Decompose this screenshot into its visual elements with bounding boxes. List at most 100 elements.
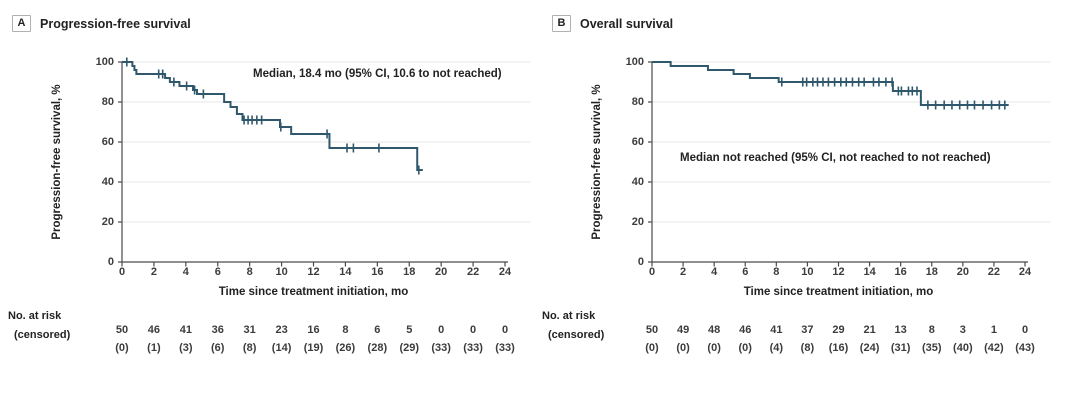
censored-count: (33) — [495, 342, 515, 354]
x-tick-label: 20 — [435, 266, 448, 278]
at-risk-count: 23 — [275, 324, 288, 336]
km-plot-a — [118, 57, 530, 267]
x-tick-label: 0 — [648, 266, 656, 278]
panel-overall-survival: B Overall survival Progression-free surv… — [540, 0, 1080, 400]
y-tick-label: 20 — [101, 215, 114, 228]
risk-table-label: No. at risk — [8, 310, 62, 322]
survival-curve — [652, 61, 1009, 106]
x-tick-label: 12 — [307, 266, 320, 278]
censored-count: (35) — [921, 342, 942, 354]
at-risk-count: 29 — [832, 324, 845, 336]
x-tick-label: 10 — [275, 266, 288, 278]
panel-a-title: Progression-free survival — [40, 16, 191, 31]
censored-table-label: (censored) — [14, 329, 71, 341]
at-risk-count: 37 — [801, 324, 814, 336]
at-risk-count: 8 — [928, 324, 935, 336]
y-tick-label: 0 — [107, 255, 114, 268]
x-tick-label: 14 — [863, 266, 876, 278]
at-risk-count: 13 — [894, 324, 907, 336]
at-risk-count: 8 — [342, 324, 349, 336]
x-tick-label: 22 — [466, 266, 480, 278]
censored-count: (3) — [179, 342, 193, 354]
x-tick-label: 8 — [773, 266, 780, 278]
axis-ticks — [648, 61, 1026, 267]
x-tick-label: 18 — [403, 266, 416, 278]
y-tick-label: 0 — [637, 255, 644, 268]
panel-b-header: B Overall survival — [552, 15, 673, 32]
x-tick-label: 22 — [987, 266, 1001, 278]
x-axis-title: Time since treatment initiation, mo — [743, 286, 934, 298]
y-tick-label: 60 — [631, 135, 644, 148]
censored-count: (28) — [367, 342, 388, 354]
at-risk-count: 50 — [115, 324, 129, 336]
axes — [121, 62, 508, 263]
y-tick-label: 80 — [101, 95, 114, 108]
axis-ticks — [118, 61, 506, 267]
x-tick-label: 24 — [1018, 266, 1032, 278]
y-tick-label: 80 — [631, 95, 644, 108]
at-risk-count: 0 — [470, 324, 477, 336]
y-axis-title: Progression-free survival, % — [591, 84, 603, 240]
km-plot-b — [648, 61, 1050, 267]
at-risk-count: 46 — [147, 324, 161, 336]
at-risk-count: 0 — [1021, 324, 1029, 336]
y-tick-label: 40 — [631, 175, 644, 188]
censored-count: (16) — [828, 342, 849, 354]
at-risk-count: 16 — [307, 324, 320, 336]
censor-ticks — [780, 77, 1006, 110]
at-risk-count: 6 — [374, 324, 381, 336]
x-tick-label: 2 — [150, 266, 157, 278]
censored-count: (40) — [953, 342, 973, 354]
panel-progression-free-survival: A Progression-free survival Progression-… — [8, 15, 530, 354]
censored-count: (4) — [769, 342, 784, 354]
censored-count: (0) — [738, 342, 752, 354]
at-risk-count: 31 — [243, 324, 256, 336]
x-tick-label: 6 — [742, 266, 749, 278]
censored-count: (31) — [890, 342, 911, 354]
censored-count: (14) — [271, 342, 292, 354]
x-tick-label: 12 — [832, 266, 845, 278]
censored-count: (0) — [676, 342, 690, 354]
x-tick-label: 18 — [925, 266, 938, 278]
x-tick-label: 4 — [182, 266, 189, 278]
censored-count: (6) — [211, 342, 225, 354]
panel-a-header: A Progression-free survival — [12, 15, 191, 32]
x-tick-label: 2 — [680, 266, 687, 278]
x-tick-label: 0 — [118, 266, 126, 278]
y-tick-label: 60 — [101, 135, 114, 148]
censored-count: (1) — [147, 342, 161, 354]
censored-count: (33) — [431, 342, 451, 354]
censored-table-label: (censored) — [548, 329, 605, 341]
x-tick-label: 16 — [894, 266, 907, 278]
censored-count: (33) — [463, 342, 483, 354]
censored-count: (8) — [800, 342, 815, 354]
censored-count: (0) — [645, 342, 659, 354]
censored-count: (19) — [303, 342, 324, 354]
at-risk-count: 36 — [211, 324, 224, 336]
censored-count: (42) — [984, 342, 1004, 354]
panel-b-title: Overall survival — [580, 16, 674, 31]
panel-b-letter-badge: B — [552, 15, 571, 32]
x-tick-label: 6 — [214, 266, 221, 278]
x-tick-label: 4 — [711, 266, 718, 278]
y-tick-label: 20 — [631, 215, 644, 228]
at-risk-count: 0 — [438, 324, 445, 336]
x-tick-label: 20 — [956, 266, 969, 278]
at-risk-count: 41 — [770, 324, 783, 336]
risk-table-label: No. at risk — [542, 310, 596, 322]
at-risk-count: 1 — [990, 324, 997, 336]
censored-count: (43) — [1015, 342, 1035, 354]
at-risk-count: 48 — [708, 324, 721, 336]
censor-ticks — [125, 57, 420, 175]
at-risk-count: 46 — [739, 324, 752, 336]
survival-curve — [122, 61, 423, 171]
y-axis-title: Progression-free survival, % — [51, 84, 63, 240]
y-tick-label: 40 — [101, 175, 114, 188]
at-risk-count: 41 — [179, 324, 192, 336]
y-tick-label: 100 — [95, 55, 114, 68]
at-risk-count: 21 — [863, 324, 876, 336]
x-tick-label: 8 — [246, 266, 253, 278]
at-risk-count: 3 — [959, 324, 966, 336]
median-annotation: Median not reached (95% CI, not reached … — [680, 152, 991, 164]
median-annotation: Median, 18.4 mo (95% CI, 10.6 to not rea… — [253, 68, 502, 80]
